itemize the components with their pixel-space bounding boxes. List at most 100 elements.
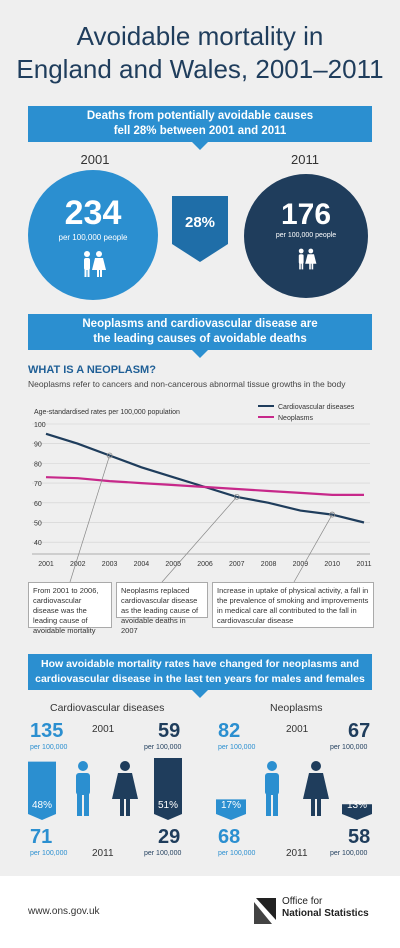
value-2001: 234 (64, 194, 122, 232)
ons-line1: Office for (282, 896, 323, 907)
circle-2011: 176 per 100,000 people (244, 174, 368, 298)
note-leading-cause: From 2001 to 2006, cardiovascular diseas… (28, 582, 112, 635)
female-icon (112, 761, 138, 816)
leader-line-2 (293, 514, 333, 583)
leader-line-1 (161, 496, 238, 583)
y-tick-label: 70 (34, 481, 42, 488)
y-tick-label: 90 (34, 442, 42, 449)
year-2001-label: 2001 (80, 152, 110, 167)
x-tick-label: 2005 (165, 561, 181, 568)
ons-logo-text: Office for National Statistics (282, 896, 369, 920)
ons-line2: National Statistics (282, 908, 369, 919)
leader-marker-1 (233, 493, 240, 500)
change-box: 28% (172, 196, 228, 262)
cvd-male-2001-unit: per 100,000 (30, 744, 68, 751)
leader-line-0 (69, 455, 110, 583)
value-2011: 176 (280, 198, 332, 231)
x-tick-label: 2011 (356, 561, 371, 568)
female-icon (303, 761, 329, 816)
neo-male-2011-unit: per 100,000 (218, 850, 256, 857)
neo-year-bottom: 2011 (286, 848, 308, 859)
x-tick-label: 2006 (197, 561, 213, 568)
chart-leaders (69, 452, 336, 583)
banner-leading-causes: Neoplasms and cardiovascular disease are… (28, 314, 372, 350)
male-icon (76, 761, 90, 816)
series-line-0 (45, 432, 365, 524)
cvd-female-change-bar (154, 758, 182, 820)
banner-changes: How avoidable mortality rates have chang… (28, 654, 372, 690)
banner2-notch (192, 350, 208, 358)
neoplasm-description: Neoplasms refer to cancers and non-cance… (28, 379, 346, 389)
neo-male-2011: 68 (218, 826, 241, 848)
cvd-visual (28, 758, 182, 820)
chart-lines (45, 432, 365, 524)
cvd-female-2011-unit: per 100,000 (144, 850, 182, 857)
legend-label-0: Cardiovascular diseases (278, 404, 355, 411)
chart-ylabel: Age-standardised rates per 100,000 popul… (34, 409, 180, 416)
x-tick-label: 2003 (102, 561, 118, 568)
neo-male-change: 17% (220, 800, 241, 811)
people-icon (84, 251, 106, 277)
neo-female-2011-unit: per 100,000 (330, 850, 368, 857)
neo-visual (216, 761, 372, 820)
note-text-2: Neoplasms replaced cardiovascular diseas… (121, 586, 199, 635)
neo-female-2001: 67 (348, 720, 371, 742)
y-tick-label: 50 (34, 520, 42, 527)
chart-ticks: 40 50 60 70 80 90 100 2001 2002 2003 2004 2005 2006 2… (34, 422, 372, 568)
note-replaced: Neoplasms replaced cardiovascular diseas… (116, 582, 208, 635)
banner2-line1: Neoplasms and cardiovascular disease are (82, 318, 318, 330)
year-2011-label: 2011 (291, 152, 319, 167)
footer: www.ons.gov.uk Office for National Stati… (0, 876, 400, 948)
legend-label-1: Neoplasms (278, 415, 314, 422)
cvd-year-bottom: 2011 (92, 848, 114, 859)
footer-url[interactable]: www.ons.gov.uk (28, 906, 100, 917)
cvd-female-change: 51% (157, 800, 178, 811)
cvd-year-top: 2001 (92, 724, 115, 735)
leader-marker-2 (329, 511, 336, 518)
title-line-2: England and Wales, 2001–2011 (16, 54, 384, 84)
neo-female-change: 13% (346, 800, 367, 811)
neo-year-top: 2001 (286, 724, 309, 735)
banner1-line1: Deaths from potentially avoidable causes (86, 110, 314, 122)
banner1-line2: fell 28% between 2001 and 2011 (113, 125, 287, 137)
neo-heading: Neoplasms (270, 702, 323, 714)
note-text-3: Increase in uptake of physical activity,… (217, 586, 369, 625)
ons-logo-icon (254, 898, 276, 924)
change-value: 28% (184, 214, 216, 231)
y-tick-label: 60 (34, 501, 42, 508)
neo-female-2001-unit: per 100,000 (330, 744, 368, 751)
banner3-notch (192, 690, 208, 698)
cvd-female-2001-unit: per 100,000 (144, 744, 182, 751)
cvd-male-2011: 71 (30, 826, 53, 848)
banner-avoidable-fall: Deaths from potentially avoidable causes… (28, 106, 372, 142)
x-tick-label: 2007 (229, 561, 245, 568)
neo-male-2001: 82 (218, 720, 241, 742)
neo-female-2011: 58 (348, 826, 371, 848)
chart-legend: Cardiovascular diseases Neoplasms (258, 404, 355, 422)
cvd-male-2001: 135 (30, 720, 64, 742)
x-tick-label: 2001 (38, 561, 54, 568)
circle-2001: 234 per 100,000 people (28, 170, 158, 300)
banner2-line2: the leading causes of avoidable deaths (93, 333, 307, 345)
note-physical-activity: Increase in uptake of physical activity,… (212, 582, 374, 628)
leader-marker-0 (106, 452, 113, 459)
change-arrow-shape (172, 196, 228, 262)
neoFemaleBar-shape (342, 804, 372, 820)
cvd-female-2001: 59 (158, 720, 181, 742)
y-tick-label: 80 (34, 461, 42, 468)
people-icon (298, 248, 317, 270)
cvd-male-change: 48% (31, 800, 52, 811)
cvd-heading: Cardiovascular diseases (50, 702, 165, 714)
chart-grid (32, 423, 370, 555)
title-line-1: Avoidable mortality in (76, 21, 324, 51)
line-chart: Age-standardised rates per 100,000 popul… (32, 404, 372, 583)
x-tick-label: 2009 (293, 561, 309, 568)
male-icon (265, 761, 279, 816)
neo-male-2001-unit: per 100,000 (218, 744, 256, 751)
note-text-1: From 2001 to 2006, cardiovascular diseas… (33, 586, 99, 635)
x-tick-label: 2008 (261, 561, 277, 568)
x-tick-label: 2004 (134, 561, 150, 568)
y-tick-label: 100 (34, 422, 46, 429)
cvdFemaleBar-shape (154, 758, 182, 820)
banner3-line1: How avoidable mortality rates have chang… (40, 658, 359, 670)
